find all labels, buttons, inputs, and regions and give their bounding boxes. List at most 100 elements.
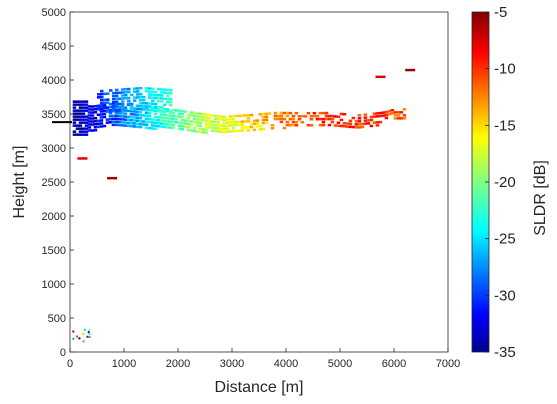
sldr-cell [129,106,134,110]
sldr-cell [204,125,209,128]
sldr-cell [154,93,158,97]
sldr-cell [249,113,254,117]
clutter-cell [88,333,91,336]
sldr-cell [210,120,215,123]
sldr-cell [282,126,287,130]
sldr-cell [129,121,134,125]
sldr-cell [78,115,83,118]
sldr-cell [177,115,182,118]
sldr-cell [228,121,233,124]
sldr-cell [121,88,125,91]
sldr-cell [375,124,380,127]
sldr-cell [159,119,164,122]
sldr-cell [169,91,173,95]
sldr-cell [153,121,158,125]
sldr-cell [123,118,128,121]
sldr-cell [168,123,173,126]
sldr-cell [162,125,167,129]
sldr-cell [96,119,101,123]
sldr-cell [127,90,131,94]
sldr-cell [216,115,221,118]
sldr-cell [246,126,251,129]
sldr-cell [169,103,173,107]
sldr-cell [306,124,311,127]
sldr-cell [97,108,101,111]
y-tick-label: 2500 [42,177,66,189]
sldr-cell [166,109,170,113]
sldr-cell [151,90,155,94]
sldr-cell [222,127,227,130]
sldr-cell [201,128,206,131]
sldr-cell [114,111,119,115]
sldr-cell [177,121,182,124]
sldr-cell [111,102,116,106]
sldr-cell [139,95,143,99]
sldr-cell [151,99,155,103]
sldr-cell [192,111,197,115]
sldr-cell [144,123,149,126]
sldr-cell [148,96,152,99]
sldr-cell [84,130,89,133]
sldr-cell [219,130,224,133]
sldr-cell [222,124,227,127]
sldr-cell [264,118,269,122]
sldr-cell [294,121,299,124]
sldr-cell [282,111,287,115]
sldr-cell [118,106,122,109]
sldr-cell [148,90,152,93]
sldr-cell [160,100,164,103]
sldr-cell [375,115,380,118]
sldr-cell [163,97,167,100]
sldr-cell [186,116,191,120]
sldr-cell [198,124,203,128]
sldr-cell [97,93,101,96]
sldr-cell [112,106,116,110]
sldr-cell [135,125,140,128]
sldr-cell [160,94,164,97]
sldr-cell [87,111,92,114]
sldr-cell [84,127,89,130]
sldr-cell [124,97,128,100]
sldr-cell [210,123,215,126]
sldr-cell [144,120,149,123]
sldr-cell [195,124,200,127]
sldr-cell [141,114,146,117]
sldr-cell [87,108,92,111]
sldr-cell [72,121,77,124]
sldr-cell [112,100,116,104]
sldr-cell [285,111,290,115]
sldr-cell [171,111,176,115]
sldr-cell [291,123,296,127]
sldr-cell [157,88,161,91]
sldr-cell [315,117,320,121]
sldr-cell [336,115,341,118]
sldr-cell [279,120,284,124]
sldr-cell [87,114,92,117]
sldr-cell [90,114,95,117]
sldr-cell [106,101,110,104]
sldr-cell [99,113,104,116]
sldr-cell [348,119,353,123]
sldr-cell [363,122,368,125]
sldr-cell [204,128,209,131]
sldr-cell [363,116,368,119]
sldr-cell [372,121,377,124]
sldr-cell [75,124,80,127]
sldr-cell [267,112,272,115]
sldr-cell [78,130,83,133]
sldr-cell [168,111,173,114]
sldr-cell [115,97,119,101]
sldr-cell [171,120,176,124]
sldr-cell [207,120,212,123]
sldr-cell [219,118,224,121]
sldr-cell [381,114,386,117]
sldr-cell [342,113,347,116]
sldr-cell [145,105,149,108]
sldr-cell [78,121,83,124]
sldr-cell [231,124,236,127]
sldr-cell [90,117,95,120]
sldr-cell [147,108,152,112]
sldr-cell [87,105,92,108]
sldr-cell [138,125,143,129]
